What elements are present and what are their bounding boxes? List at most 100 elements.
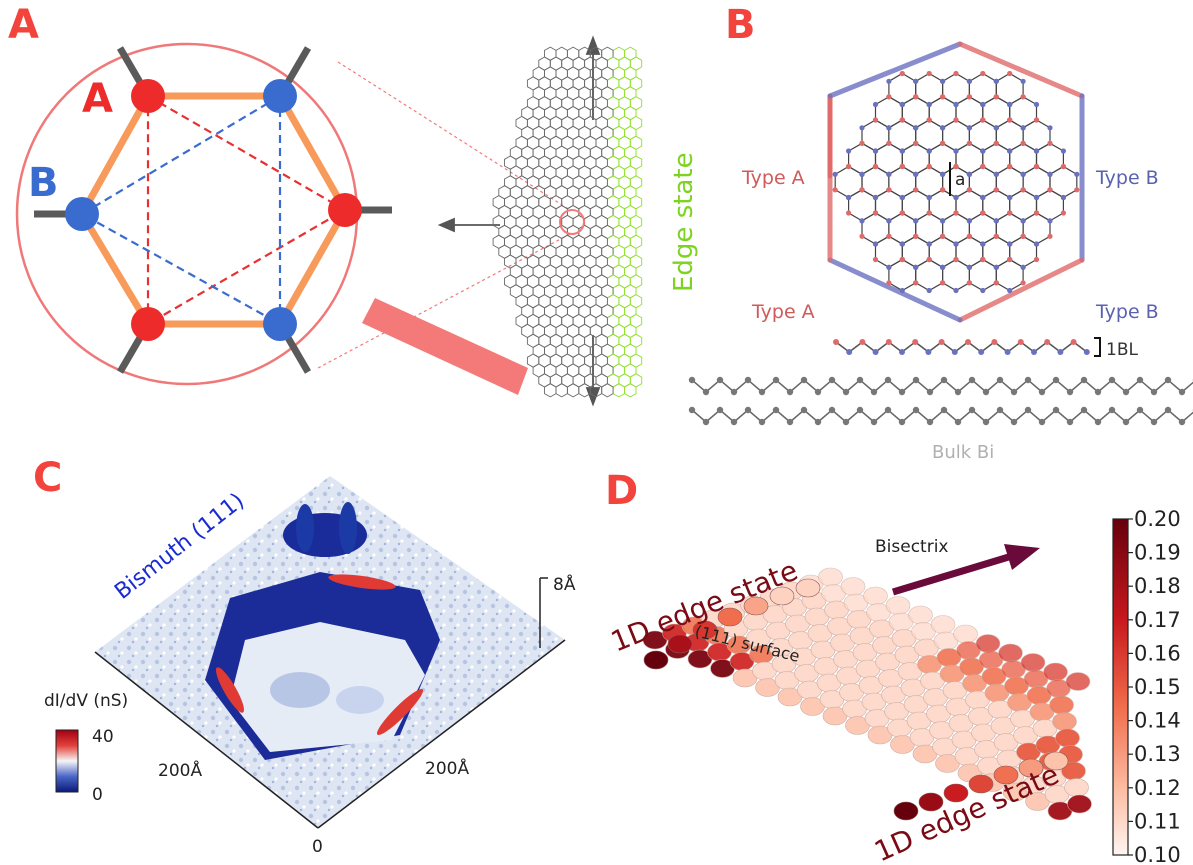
bi-atom xyxy=(993,140,999,146)
bi-atom xyxy=(912,339,919,345)
site-disc xyxy=(665,640,690,659)
bi-atom xyxy=(926,70,932,77)
bi-hex-cell xyxy=(1035,142,1065,175)
site-disc xyxy=(945,697,971,717)
bi-atom xyxy=(980,101,986,108)
bi-hex-cell xyxy=(1035,189,1065,222)
axis-origin-label: 0 xyxy=(312,837,323,857)
bi-atom xyxy=(953,241,959,247)
bi-atom xyxy=(926,148,932,154)
bi-atom xyxy=(872,256,879,263)
site-disc xyxy=(861,692,887,712)
bi-atom xyxy=(1020,233,1026,239)
bi-atom xyxy=(1033,194,1040,201)
site-disc xyxy=(1022,775,1047,795)
site-disc xyxy=(687,649,713,669)
bi-atom xyxy=(925,349,932,355)
bi-atom xyxy=(940,233,946,239)
bulk-atom xyxy=(1150,418,1158,426)
bi-hex-cell xyxy=(941,72,971,106)
edge-site xyxy=(692,620,718,640)
site-disc xyxy=(1061,761,1086,781)
bi-atom xyxy=(940,94,946,100)
bulk-atom xyxy=(898,388,906,396)
site-disc xyxy=(827,617,852,636)
bi-hex-cell xyxy=(982,96,1011,129)
bi-atom xyxy=(940,187,946,193)
bi-atom xyxy=(899,349,905,355)
site-disc xyxy=(980,773,1005,792)
bi-atom xyxy=(899,256,905,263)
bi-atom xyxy=(980,117,986,123)
bi-atom xyxy=(872,194,879,201)
bi-hex-cell xyxy=(915,119,944,152)
bismuth-honeycomb xyxy=(832,70,1080,294)
bulk-atom xyxy=(982,418,990,426)
bi-hex-cell xyxy=(847,142,877,175)
bi-atom xyxy=(993,171,999,177)
site-disc xyxy=(762,605,788,624)
bi-atom xyxy=(872,349,879,355)
edge-site xyxy=(893,801,919,821)
site-disc xyxy=(968,707,993,726)
site-disc xyxy=(1010,709,1035,729)
site-disc xyxy=(1004,676,1029,696)
bi-atom xyxy=(1033,241,1040,247)
flake-cell xyxy=(566,383,580,398)
bi-hex-cell xyxy=(1009,96,1038,129)
bi-atom xyxy=(1007,163,1013,170)
bi-atom xyxy=(980,101,986,108)
bi-atom xyxy=(859,187,865,193)
bi-hex-cell xyxy=(968,258,997,292)
bi-atom xyxy=(1047,171,1053,177)
bi-atom xyxy=(1007,163,1013,170)
bi-atom xyxy=(1020,187,1026,193)
site-disc xyxy=(816,673,842,693)
site-disc xyxy=(978,650,1004,670)
site-disc xyxy=(888,612,914,632)
site-disc xyxy=(999,766,1025,785)
site-disc xyxy=(939,664,965,684)
bulk-atom xyxy=(1010,418,1018,426)
site-disc xyxy=(720,602,746,622)
bi-atom xyxy=(899,210,905,216)
bi-atom xyxy=(913,187,919,193)
bi-atom xyxy=(1007,256,1013,263)
bi-atom xyxy=(913,233,919,239)
bulk-atom xyxy=(996,376,1004,384)
site-disc xyxy=(746,628,771,648)
bi-hex-cell xyxy=(941,212,971,245)
bi-atom xyxy=(859,339,866,345)
bi-atom xyxy=(899,194,905,201)
bi-atom xyxy=(885,339,892,345)
bi-atom xyxy=(886,140,892,146)
bi-atom xyxy=(993,233,999,239)
bi-atom xyxy=(993,218,999,224)
bi-atom xyxy=(980,117,986,123)
bi-hex-cell xyxy=(941,165,971,199)
bi-atom xyxy=(1004,349,1011,355)
bi-atom xyxy=(993,140,999,146)
bi-atom xyxy=(913,171,919,177)
colorbar-tick-label: 0.10 xyxy=(1134,843,1181,865)
bi-atom xyxy=(1020,94,1026,100)
bi-atom xyxy=(1070,339,1077,345)
bi-atom xyxy=(1044,339,1051,345)
site-disc xyxy=(1049,695,1074,715)
bulk-atom xyxy=(758,388,766,396)
bi-atom xyxy=(913,218,919,224)
colorbar-min-label: 0 xyxy=(92,785,103,805)
bi-atom xyxy=(913,125,919,131)
bi-atom xyxy=(953,101,959,108)
site-disc xyxy=(959,657,984,677)
bulk-atom xyxy=(1066,418,1074,426)
bi-atom xyxy=(966,280,973,286)
edge-site xyxy=(717,607,743,627)
site-disc xyxy=(965,690,990,710)
bi-atom xyxy=(966,78,973,84)
site-disc xyxy=(726,635,752,655)
site-disc xyxy=(768,638,794,657)
bi-atom xyxy=(886,187,892,193)
site-disc xyxy=(642,630,668,650)
bi-atom xyxy=(953,117,959,123)
